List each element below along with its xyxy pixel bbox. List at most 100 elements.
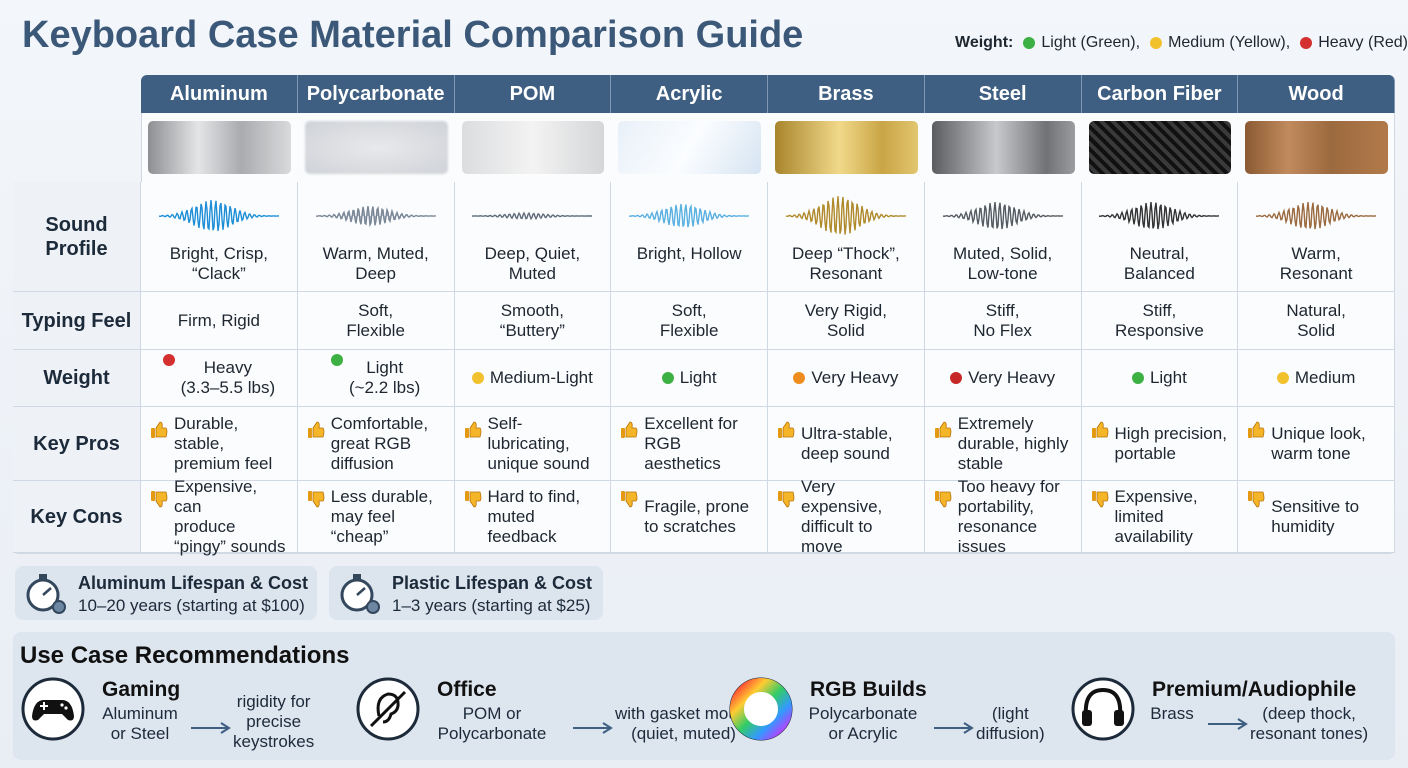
- cell-text: Sensitive to humidity: [1271, 496, 1360, 536]
- table-cell: Ultra-stable, deep sound: [768, 407, 925, 481]
- cell-text: Smooth, “Buttery”: [499, 300, 565, 340]
- material-swatch: [304, 121, 448, 174]
- cell-text: Very expensive, difficult to move: [801, 476, 883, 556]
- table-cell: Durable, stable, premium feel: [141, 407, 298, 481]
- column-header: POM: [454, 75, 612, 113]
- legend-dot: [1150, 37, 1163, 49]
- icon: [1071, 677, 1135, 741]
- icon: [464, 421, 481, 438]
- title: Keyboard Case Material Comparison Guide: [22, 14, 804, 56]
- icon: [934, 421, 952, 438]
- cell-text: Soft, Flexible: [346, 300, 405, 340]
- table-cell: Too heavy for portability, resonance iss…: [924, 477, 1082, 556]
- table-cell: Deep, Quiet, Muted: [454, 182, 612, 292]
- row-label: Key Pros: [13, 407, 141, 481]
- icon: [307, 491, 325, 508]
- column-header: Steel: [924, 75, 1082, 113]
- row-label: Typing Feel: [13, 292, 141, 350]
- cell-text: Firm, Rigid: [177, 310, 260, 330]
- table-cell: Stiff, Responsive: [1081, 292, 1239, 350]
- material-swatch: [931, 121, 1075, 174]
- card-title: Plastic Lifespan & Cost: [392, 573, 593, 593]
- column-header: Acrylic: [611, 75, 768, 113]
- legend-label: Weight:: [955, 34, 1014, 51]
- sound-text: Warm, Resonant: [1279, 244, 1353, 283]
- weight-text: Heavy (3.3–5.5 lbs): [180, 358, 276, 397]
- weight-text: Light (~2.2 lbs): [348, 358, 421, 397]
- column-header: Carbon Fiber: [1081, 75, 1239, 113]
- row-label: Key Cons: [13, 481, 141, 553]
- table-cell: Firm, Rigid: [141, 292, 298, 350]
- use-case-name: Gaming: [102, 678, 181, 701]
- column-header: Wood: [1238, 75, 1395, 113]
- cell-text: Self-lubricating, unique sound: [487, 413, 590, 473]
- icon: [785, 196, 906, 235]
- weight-text: Medium: [1294, 368, 1356, 387]
- lifespan-card: Plastic Lifespan & Cost 1–3 years (starti…: [329, 566, 603, 620]
- table-cell: Comfortable, great RGB diffusion: [297, 407, 455, 481]
- sound-text: Warm, Muted, Deep: [322, 244, 429, 283]
- table-cell: Stiff, No Flex: [924, 292, 1082, 350]
- icon: [778, 421, 795, 438]
- cell-text: Soft, Flexible: [659, 300, 719, 340]
- lifespan-card: Aluminum Lifespan & Cost 10–20 years (sta…: [15, 566, 317, 620]
- table-cell: Unique look, warm tone: [1238, 407, 1395, 481]
- table-cell: Medium-Light: [454, 350, 612, 407]
- use-case-name: Premium/Audiophile: [1152, 678, 1357, 701]
- weight-dot: [471, 372, 484, 384]
- table-cell: Neutral, Balanced: [1081, 182, 1239, 292]
- icon: [1091, 491, 1108, 508]
- icon: [464, 491, 481, 508]
- table-cell: Expensive, can produce “pingy” sounds: [141, 477, 298, 556]
- table-cell: Sensitive to humidity: [1238, 481, 1395, 553]
- sound-text: Muted, Solid, Low-tone: [953, 244, 1053, 283]
- table-cell: Light: [1081, 350, 1239, 407]
- row-label: Weight: [13, 350, 141, 407]
- material-swatch: [1245, 121, 1388, 174]
- weight-dot: [330, 354, 343, 366]
- column-header: Brass: [768, 75, 925, 113]
- use-case-title: Use Case Recommendations: [20, 642, 350, 669]
- sound-text: Bright, Hollow: [636, 244, 742, 263]
- use-case-material: Polycarbonate or Acrylic: [808, 704, 918, 743]
- material-swatch: [775, 121, 918, 174]
- icon: [1208, 718, 1248, 730]
- material-swatch: [148, 121, 291, 174]
- table-cell: Warm, Resonant: [1238, 182, 1395, 292]
- table-cell: Soft, Flexible: [297, 292, 455, 350]
- icon: [1256, 202, 1377, 230]
- cell-text: Expensive, can produce “pingy” sounds: [174, 476, 286, 556]
- icon: [934, 722, 974, 734]
- cell-text: Very Rigid, Solid: [804, 300, 887, 340]
- cell-text: Unique look, warm tone: [1271, 423, 1366, 463]
- card-text: 1–3 years (starting at $25): [392, 596, 591, 615]
- table-cell: Light: [611, 350, 768, 407]
- table-cell: Expensive, limited availability: [1081, 481, 1239, 553]
- cell-text: Hard to find, muted feedback: [487, 486, 581, 546]
- cell-text: Extremely durable, highly stable: [957, 413, 1069, 473]
- cell-text: Comfortable, great RGB diffusion: [330, 413, 429, 473]
- icon: [621, 491, 638, 508]
- sound-text: Neutral, Balanced: [1123, 244, 1195, 283]
- material-swatch: [618, 121, 761, 174]
- table-cell: Smooth, “Buttery”: [454, 292, 612, 350]
- table-cell: Extremely durable, highly stable: [924, 407, 1082, 481]
- use-case-name: RGB Builds: [810, 678, 927, 701]
- table-cell: Heavy (3.3–5.5 lbs): [141, 350, 298, 407]
- weight-text: Medium-Light: [489, 368, 593, 387]
- table-cell: Medium: [1238, 350, 1395, 407]
- icon: [191, 722, 231, 734]
- table-cell: Muted, Solid, Low-tone: [924, 182, 1082, 292]
- legend-text: Light (Green),: [1041, 34, 1141, 51]
- use-cases: Use Case Recommendations Gaming Aluminum o…: [13, 632, 1395, 760]
- card-title: Aluminum Lifespan & Cost: [78, 573, 309, 593]
- use-case-name: Office: [437, 678, 497, 701]
- icon: [1091, 421, 1108, 438]
- cell-text: Ultra-stable, deep sound: [801, 423, 893, 463]
- icon: [151, 491, 168, 508]
- legend-dot: [1023, 37, 1036, 49]
- legend-text: Heavy (Red): [1318, 34, 1408, 51]
- icon: [158, 200, 279, 231]
- sound-text: Deep “Thock”, Resonant: [792, 244, 900, 283]
